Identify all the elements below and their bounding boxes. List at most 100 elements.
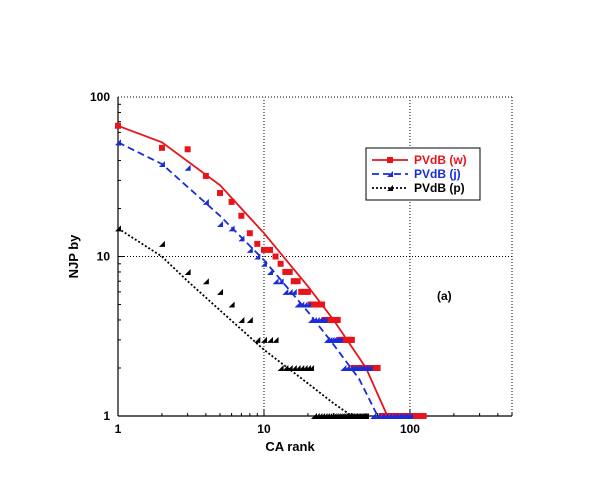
data-markers [115,122,427,419]
point-series-2 [290,364,297,371]
point-series-0 [277,260,284,267]
point-series-0 [115,122,121,129]
point-series-1 [321,316,328,323]
point-series-1 [340,364,347,371]
point-series-1 [294,301,301,308]
point-series-2 [298,364,305,371]
point-series-1 [343,364,350,371]
point-series-2 [272,336,279,343]
point-series-2 [260,336,267,343]
fit-curve-series-0 [117,124,389,417]
y-axis-label: NJP by [66,234,81,279]
point-series-1 [347,364,354,371]
fit-curves [117,124,389,417]
point-series-1 [228,225,235,232]
point-series-0 [260,246,267,253]
y-tick-label: 100 [90,90,110,104]
point-series-1 [184,164,191,171]
point-series-0 [301,288,308,295]
point-series-1 [406,413,413,419]
point-series-2 [246,316,253,323]
point-series-2 [254,336,261,343]
point-series-0 [294,278,301,285]
point-series-1 [272,278,279,285]
point-series-1 [374,413,381,419]
point-series-2 [267,336,274,343]
point-series-2 [294,364,301,371]
point-series-1 [115,139,121,146]
point-series-1 [260,260,267,267]
point-series-2 [115,225,121,232]
legend-marker-2 [387,185,393,191]
point-series-1 [282,288,289,295]
point-series-1 [304,301,311,308]
point-series-0 [282,268,289,275]
point-series-2 [238,316,245,323]
point-series-1 [350,364,357,371]
point-series-2 [217,288,224,295]
point-series-1 [392,413,399,419]
point-series-0 [267,246,274,253]
point-series-0 [272,253,279,260]
x-tick-label: 1 [115,422,122,436]
point-series-2 [363,413,370,419]
point-series-0 [374,364,381,371]
point-series-0 [286,268,293,275]
point-series-0 [228,198,235,205]
point-series-0 [217,190,224,197]
point-series-0 [238,212,245,219]
point-series-1 [382,413,389,419]
fit-curve-series-2 [117,227,353,417]
point-series-0 [184,146,191,153]
point-series-1 [301,301,308,308]
point-series-0 [371,364,378,371]
point-series-2 [301,364,308,371]
legend-label-0: PVdB (w) [414,153,467,167]
point-series-0 [254,240,261,247]
point-series-0 [298,288,305,295]
point-series-0 [420,413,427,419]
panel-annotation: (a) [437,289,452,303]
point-series-2 [158,240,165,247]
point-series-1 [389,413,396,419]
y-tick-label: 10 [97,250,111,264]
point-series-1 [378,413,385,419]
legend: PVdB (w)PVdB (j)PVdB (p) [365,147,481,201]
tick-labels: 1 10 100 1 10 100 [90,90,420,436]
point-series-1 [254,253,261,260]
point-series-2 [202,278,209,285]
point-series-1 [246,246,253,253]
x-axis-label: CA rank [265,439,315,454]
legend-label-1: PVdB (j) [414,167,461,181]
point-series-0 [417,413,424,419]
point-series-1 [286,288,293,295]
point-series-0 [410,413,417,419]
point-series-0 [304,288,311,295]
point-series-2 [304,364,311,371]
point-series-2 [282,364,289,371]
point-series-2 [277,364,284,371]
fit-curve-series-1 [117,141,379,417]
point-series-1 [277,278,284,285]
point-series-1 [290,288,297,295]
legend-marker-0 [387,157,393,163]
y-tick-label: 1 [103,409,110,423]
point-series-1 [238,235,245,242]
point-series-1 [217,220,224,227]
point-series-1 [386,413,393,419]
point-series-0 [290,278,297,285]
point-series-0 [319,301,326,308]
point-series-2 [308,364,315,371]
point-series-2 [228,301,235,308]
point-series-1 [370,413,377,419]
point-series-0 [414,413,421,419]
point-series-0 [348,336,355,343]
point-series-1 [158,161,165,168]
point-series-1 [366,364,373,371]
point-series-0 [334,316,341,323]
point-series-2 [184,268,191,275]
legend-label-2: PVdB (p) [414,181,465,195]
legend-marker-1 [387,171,393,177]
